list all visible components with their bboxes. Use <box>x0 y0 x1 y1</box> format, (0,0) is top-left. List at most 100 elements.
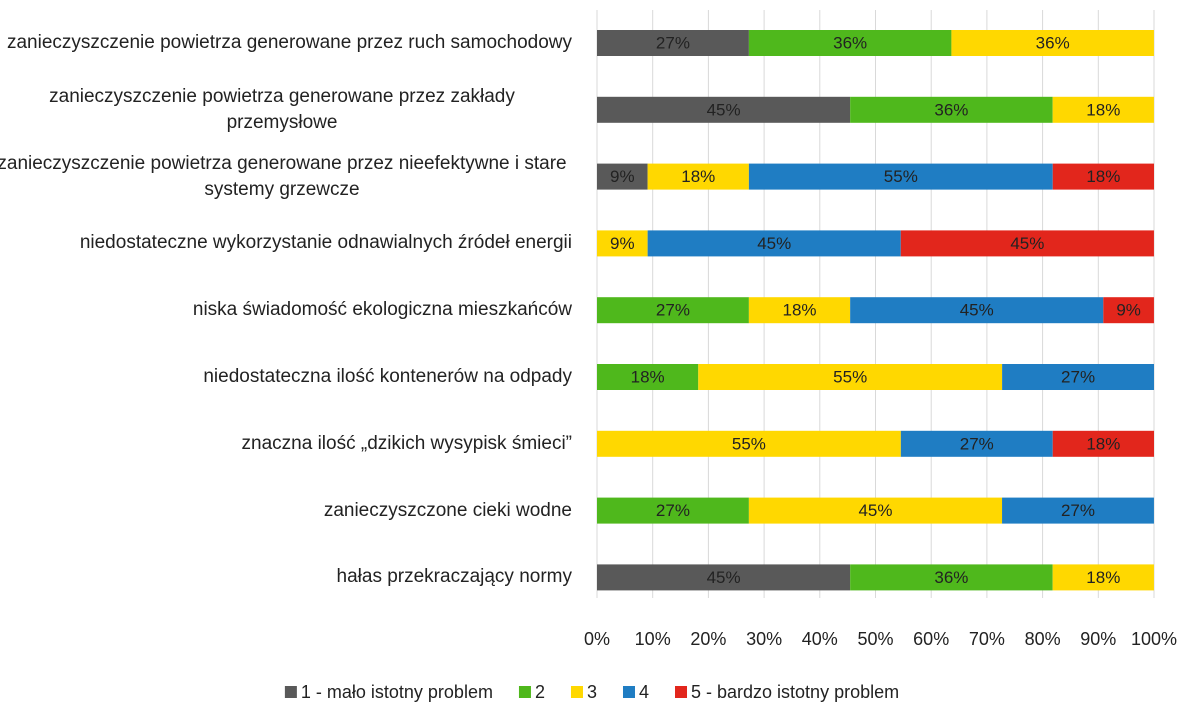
category-text: zanieczyszczenie powietrza generowane pr… <box>6 32 572 53</box>
x-tick-label: 20% <box>690 629 726 649</box>
bar-segment <box>597 230 648 257</box>
bar-segment <box>597 564 851 591</box>
category-label: zanieczyszczenie powietrza generowane pr… <box>0 30 572 56</box>
bar-segment <box>597 364 699 390</box>
legend-item: 4 <box>622 682 649 702</box>
category-text: niedostateczna ilość kontenerów na odpad… <box>203 366 572 387</box>
legend-label: 1 - mało istotny problem <box>301 682 493 702</box>
data-label: 45% <box>707 568 741 587</box>
bar-segment <box>698 364 1003 390</box>
bar-segment <box>900 230 1154 257</box>
bar-segment <box>597 297 749 324</box>
legend-swatch <box>284 686 297 698</box>
legend-swatch <box>622 686 635 698</box>
legend-swatch <box>675 686 688 698</box>
data-label: 55% <box>732 434 766 453</box>
category-label: zanieczyszczone cieki wodne <box>0 498 572 524</box>
category-text: niedostateczne wykorzystanie odnawialnyc… <box>79 232 572 254</box>
legend-swatch <box>570 686 583 698</box>
bar-segment <box>647 230 901 257</box>
data-label: 9% <box>1116 301 1141 320</box>
category-text: znaczna ilość „dzikich wysypisk śmieci” <box>241 432 572 454</box>
data-label: 18% <box>1086 434 1120 453</box>
data-label: 45% <box>960 301 994 320</box>
data-label: 27% <box>960 434 994 453</box>
data-label: 45% <box>858 501 892 520</box>
data-label: 18% <box>1086 167 1120 186</box>
data-label: 45% <box>707 100 741 119</box>
data-label: 27% <box>656 301 690 320</box>
bar-segment <box>748 497 1003 524</box>
category-label: zanieczyszczenie powietrza generowane pr… <box>0 84 572 136</box>
x-tick-label: 100% <box>1131 629 1177 649</box>
bar-segment <box>1052 564 1154 591</box>
bar-segment <box>1002 364 1154 390</box>
data-label: 55% <box>833 367 867 386</box>
bar-segment <box>597 430 901 457</box>
data-label: 18% <box>783 301 817 320</box>
bar-segment <box>748 30 952 56</box>
data-label: 55% <box>884 167 918 186</box>
data-label: 27% <box>656 33 690 52</box>
data-label: 27% <box>1061 367 1095 386</box>
x-tick-label: 30% <box>746 629 782 649</box>
data-label: 9% <box>610 167 635 186</box>
x-tick-label: 50% <box>857 629 893 649</box>
data-label: 18% <box>1086 100 1120 119</box>
data-label: 45% <box>757 234 791 253</box>
data-label: 18% <box>631 367 665 386</box>
category-label: niska świadomość ekologiczna mieszkańców <box>0 297 572 323</box>
data-label: 36% <box>934 568 968 587</box>
legend-label: 3 <box>587 682 597 702</box>
category-text: hałas przekraczający normy <box>336 566 572 588</box>
data-label: 18% <box>681 167 715 186</box>
bar-segment <box>850 564 1053 591</box>
legend-item: 1 - mało istotny problem <box>284 682 493 702</box>
x-tick-label: 70% <box>969 629 1005 649</box>
data-label: 27% <box>1061 501 1095 520</box>
data-label: 18% <box>1086 568 1120 587</box>
category-label: znaczna ilość „dzikich wysypisk śmieci” <box>0 431 572 457</box>
x-tick-label: 90% <box>1080 629 1116 649</box>
bar-segment <box>1052 163 1154 190</box>
data-label: 36% <box>1036 33 1070 52</box>
category-text: zanieczyszczenie powietrza generowane pr… <box>49 85 515 133</box>
bar-segment <box>597 163 648 190</box>
legend-label: 5 - bardzo istotny problem <box>691 682 899 702</box>
x-tick-label: 0% <box>584 629 610 649</box>
bar-segment <box>748 297 851 324</box>
category-text: zanieczyszczone cieki wodne <box>323 499 572 521</box>
bar-segment <box>748 163 1053 190</box>
bar-segment <box>647 163 749 190</box>
category-label: hałas przekraczający normy <box>0 564 572 590</box>
x-tick-label: 40% <box>802 629 838 649</box>
bar-segment <box>1052 430 1154 457</box>
bar-segment <box>850 96 1053 123</box>
bar-segment <box>1052 96 1154 123</box>
bar-segment <box>900 430 1053 457</box>
category-label: niedostateczne wykorzystanie odnawialnyc… <box>0 230 572 256</box>
x-tick-label: 60% <box>913 629 949 649</box>
category-label: zanieczyszczenie powietrza generowane pr… <box>0 151 572 203</box>
x-tick-label: 10% <box>635 629 671 649</box>
bar-segment <box>597 497 749 524</box>
legend-label: 2 <box>535 682 545 702</box>
data-label: 9% <box>610 234 635 253</box>
category-label: niedostateczna ilość kontenerów na odpad… <box>0 364 572 390</box>
legend-item: 2 <box>518 682 545 702</box>
data-label: 27% <box>656 501 690 520</box>
category-text: niska świadomość ekologiczna mieszkańców <box>192 299 572 321</box>
legend-item: 5 - bardzo istotny problem <box>675 682 899 702</box>
bar-segment <box>597 96 851 123</box>
legend-label: 4 <box>639 682 649 702</box>
legend-swatch <box>518 686 531 698</box>
bar-segment <box>1103 297 1154 324</box>
bar-segment <box>1002 497 1154 524</box>
legend-item: 3 <box>570 682 597 702</box>
bar-segment <box>597 30 749 56</box>
data-label: 36% <box>833 33 867 52</box>
bar-segment <box>951 30 1154 56</box>
data-label: 45% <box>1010 234 1044 253</box>
